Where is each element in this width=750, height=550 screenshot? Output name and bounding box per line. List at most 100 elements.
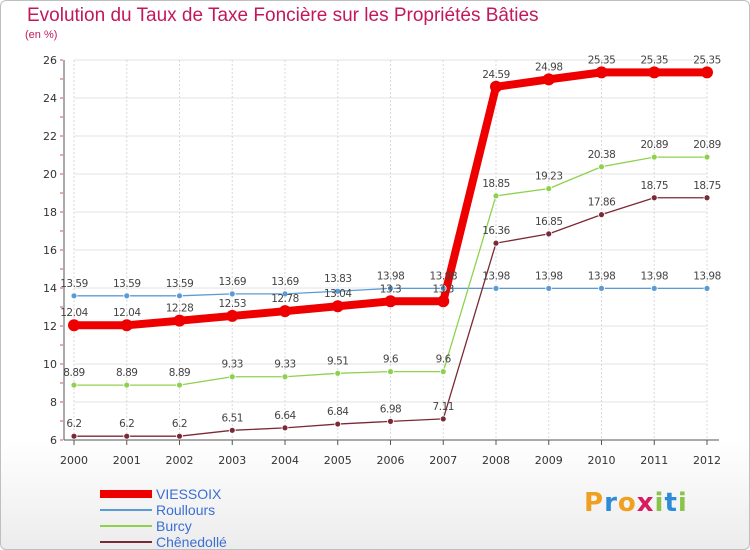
y-tick-label: 16 <box>43 244 57 257</box>
data-label: 16.36 <box>482 225 510 237</box>
data-point <box>176 432 183 440</box>
data-label: 13.59 <box>113 278 141 290</box>
y-tick-label: 6 <box>50 434 57 447</box>
data-label: 9.6 <box>436 354 452 366</box>
x-tick-label: 2000 <box>60 454 88 467</box>
data-label: 19.23 <box>535 171 563 183</box>
data-label: 6.2 <box>119 418 134 430</box>
data-label: 9.33 <box>274 359 295 371</box>
data-label: 12.28 <box>166 303 194 315</box>
data-label: 12.04 <box>113 307 141 319</box>
data-label: 6.51 <box>222 412 243 424</box>
data-label: 13.69 <box>218 276 246 288</box>
data-label: 13.3 <box>380 283 401 295</box>
data-point <box>70 381 78 389</box>
data-label: 9.51 <box>327 355 348 367</box>
data-label: 6.64 <box>274 410 296 422</box>
data-label: 8.89 <box>169 367 190 379</box>
data-point <box>650 153 658 161</box>
data-label: 13.69 <box>271 276 299 288</box>
x-tick-label: 2008 <box>482 454 510 467</box>
legend-label: Chênedollé <box>156 534 227 550</box>
data-label: 12.04 <box>60 307 88 319</box>
data-point <box>123 432 131 440</box>
data-label: 13.04 <box>324 288 352 300</box>
x-tick-label: 2004 <box>271 454 299 467</box>
logo-letter: o <box>617 488 637 518</box>
logo-letter: i <box>677 488 688 518</box>
data-label: 20.38 <box>588 149 616 161</box>
data-point <box>545 284 553 292</box>
data-point <box>650 284 658 292</box>
logo-letter: t <box>664 488 678 518</box>
y-tick-label: 18 <box>43 206 57 219</box>
data-label: 8.89 <box>116 367 137 379</box>
data-point <box>331 300 344 313</box>
data-label: 9.6 <box>383 354 399 366</box>
data-label: 20.89 <box>693 139 721 151</box>
x-tick-label: 2009 <box>535 454 563 467</box>
data-point <box>492 239 500 247</box>
data-label: 12.53 <box>218 298 246 310</box>
data-point <box>545 230 553 238</box>
data-point <box>595 66 608 79</box>
data-label: 25.35 <box>588 54 616 66</box>
data-label: 6.2 <box>172 418 187 430</box>
data-label: 18.75 <box>693 180 721 192</box>
data-label: 13.98 <box>377 270 405 282</box>
data-point <box>123 292 131 300</box>
legend-label: VIESSOIX <box>156 486 222 502</box>
data-point <box>281 424 289 432</box>
data-point <box>648 66 661 79</box>
data-point <box>279 305 291 318</box>
data-point <box>701 66 713 79</box>
y-tick-label: 8 <box>50 396 57 409</box>
data-label: 13.59 <box>166 278 194 290</box>
data-label: 13.98 <box>482 270 510 282</box>
x-tick-label: 2006 <box>377 454 405 467</box>
data-label: 25.35 <box>640 54 668 66</box>
data-point <box>387 417 394 425</box>
data-point <box>120 319 133 332</box>
legend-swatch <box>100 490 152 498</box>
y-tick-label: 14 <box>43 282 57 295</box>
data-point <box>703 284 711 292</box>
data-label: 13.98 <box>429 270 457 282</box>
logo-letter: x <box>636 488 655 518</box>
data-label: 6.84 <box>327 406 349 418</box>
data-point <box>228 373 236 381</box>
data-point <box>598 284 605 292</box>
data-point <box>123 381 131 389</box>
data-point <box>439 368 447 376</box>
data-point <box>334 287 342 295</box>
data-point <box>68 319 80 332</box>
data-label: 17.86 <box>588 197 616 209</box>
legend-label: Burcy <box>156 518 192 534</box>
data-label: 13.59 <box>60 278 88 290</box>
data-point <box>598 211 605 219</box>
x-tick-label: 2002 <box>166 454 194 467</box>
data-label: 24.59 <box>482 69 510 81</box>
data-point <box>598 163 605 171</box>
data-point <box>490 80 502 93</box>
data-label: 13.98 <box>588 270 616 282</box>
data-point <box>703 194 711 202</box>
data-point <box>439 415 447 423</box>
legend-label: Roullours <box>156 502 216 518</box>
data-point <box>70 292 78 300</box>
data-point <box>70 432 78 440</box>
y-tick-label: 10 <box>43 358 57 371</box>
data-point <box>173 314 186 327</box>
x-tick-label: 2003 <box>218 454 246 467</box>
x-tick-label: 2005 <box>324 454 352 467</box>
x-tick-label: 2012 <box>693 454 721 467</box>
data-point <box>650 194 658 202</box>
legend-swatch <box>100 509 152 511</box>
data-label: 13.83 <box>324 273 352 285</box>
data-label: 20.89 <box>640 139 668 151</box>
data-point <box>176 292 183 300</box>
x-tick-label: 2001 <box>113 454 141 467</box>
data-point <box>334 420 342 428</box>
